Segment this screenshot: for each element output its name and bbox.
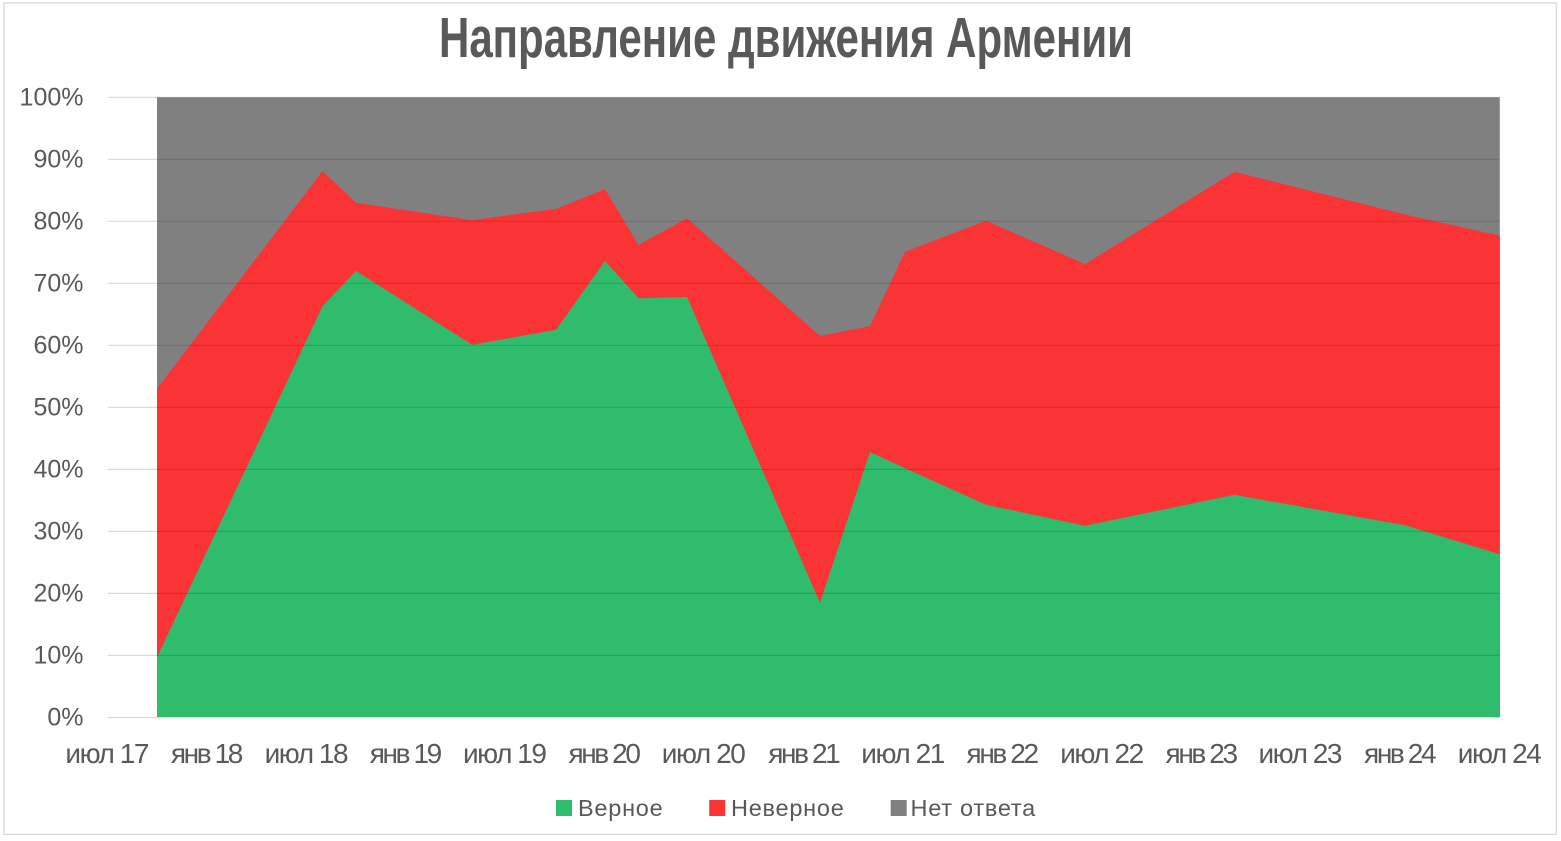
svg-text:янв 23: янв 23 — [1166, 738, 1239, 769]
svg-text:янв 19: янв 19 — [370, 738, 443, 769]
svg-text:янв 21: янв 21 — [768, 738, 841, 769]
svg-text:июл 24: июл 24 — [1458, 738, 1542, 769]
svg-text:10%: 10% — [33, 641, 83, 669]
svg-text:июл 21: июл 21 — [861, 738, 945, 769]
svg-text:июл 23: июл 23 — [1259, 738, 1343, 769]
svg-text:июл 22: июл 22 — [1060, 738, 1144, 769]
svg-text:Неверное: Неверное — [731, 795, 845, 821]
svg-text:70%: 70% — [33, 269, 83, 297]
svg-text:янв 22: янв 22 — [967, 738, 1040, 769]
svg-text:30%: 30% — [33, 517, 83, 545]
svg-text:Верное: Верное — [578, 795, 663, 821]
svg-text:60%: 60% — [33, 331, 83, 359]
svg-text:50%: 50% — [33, 393, 83, 421]
svg-text:Направление движения Армении: Направление движения Армении — [439, 6, 1133, 70]
svg-text:июл 18: июл 18 — [265, 738, 349, 769]
svg-text:80%: 80% — [33, 207, 83, 235]
svg-text:100%: 100% — [20, 83, 84, 111]
svg-text:июл 17: июл 17 — [65, 738, 149, 769]
svg-text:90%: 90% — [33, 145, 83, 173]
svg-text:янв 24: янв 24 — [1364, 738, 1437, 769]
svg-text:0%: 0% — [47, 704, 83, 732]
svg-text:янв 20: янв 20 — [568, 738, 641, 769]
svg-text:июл 19: июл 19 — [463, 738, 547, 769]
svg-text:Нет ответа: Нет ответа — [911, 795, 1037, 821]
svg-text:20%: 20% — [33, 579, 83, 607]
svg-text:40%: 40% — [33, 455, 83, 483]
svg-text:янв 18: янв 18 — [171, 738, 244, 769]
svg-text:июл 20: июл 20 — [662, 738, 746, 769]
